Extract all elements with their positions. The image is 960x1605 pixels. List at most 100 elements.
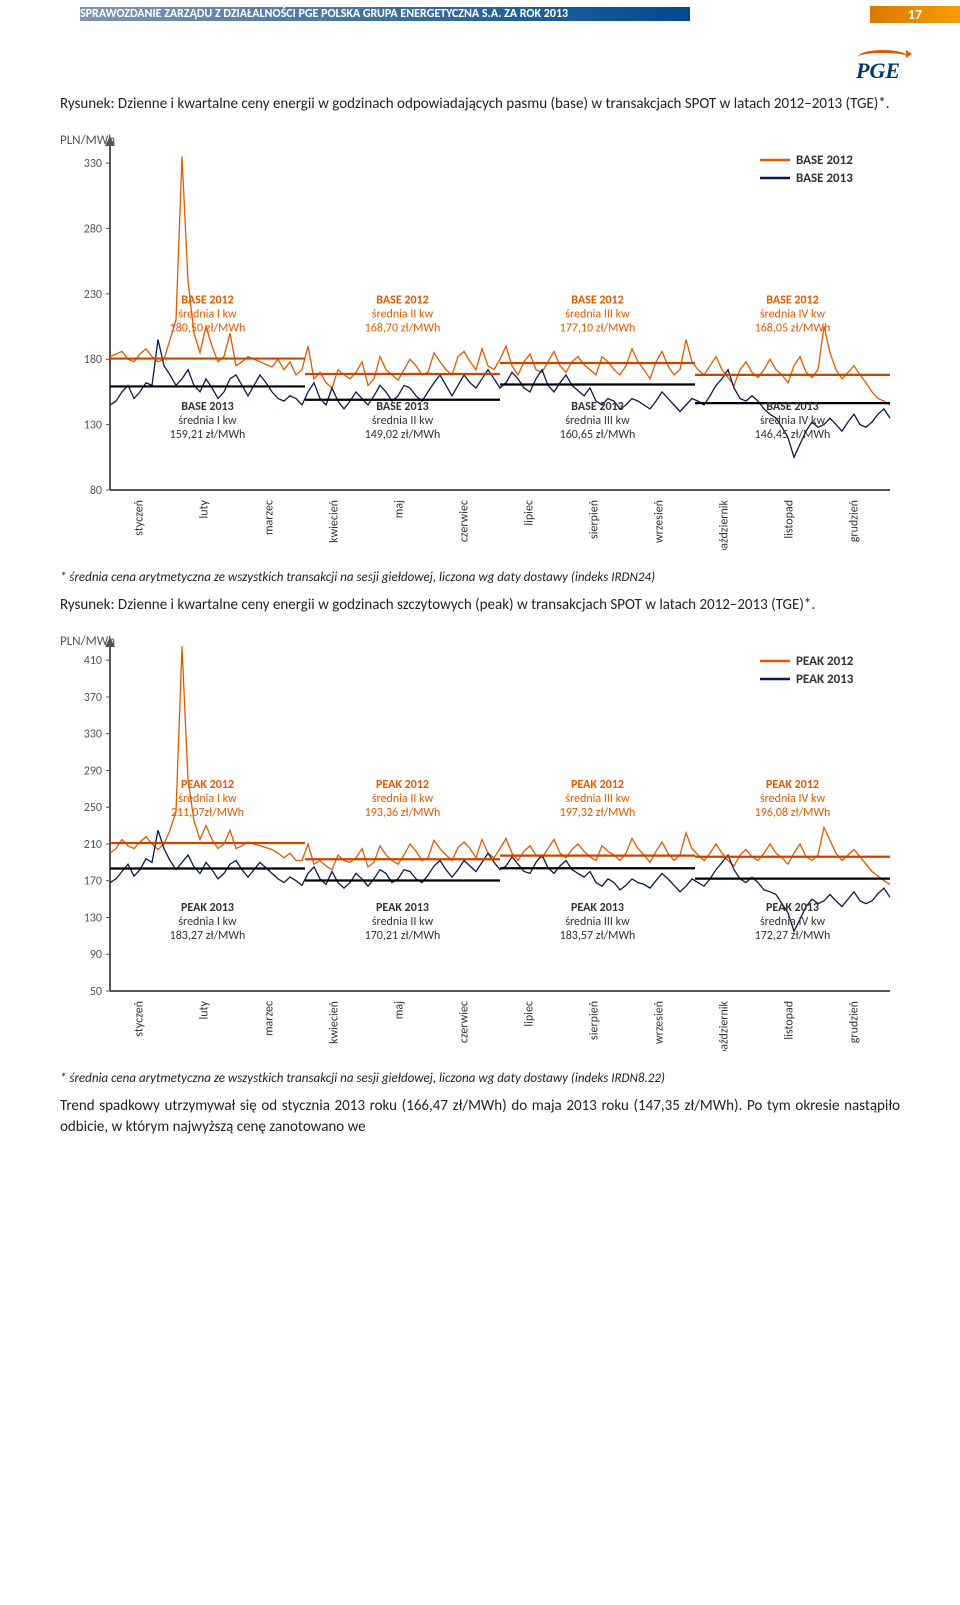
svg-text:średnia II kw: średnia II kw	[372, 792, 434, 806]
figure2-footnote: * średnia cena arytmetyczna ze wszystkic…	[60, 1071, 900, 1086]
pge-logo-arc-icon	[858, 50, 908, 64]
svg-text:330: 330	[84, 157, 102, 171]
svg-text:średnia IV kw: średnia IV kw	[760, 792, 826, 806]
svg-text:BASE 2013: BASE 2013	[796, 171, 853, 186]
svg-text:PEAK 2013: PEAK 2013	[796, 672, 854, 687]
figure1-chart: 80130180230280330styczeńlutymarzeckwieci…	[60, 130, 900, 550]
svg-text:193,36 zł/MWh: 193,36 zł/MWh	[365, 806, 441, 820]
svg-text:średnia I kw: średnia I kw	[178, 915, 237, 929]
svg-text:210: 210	[84, 838, 102, 852]
svg-text:250: 250	[84, 801, 102, 815]
svg-text:330: 330	[84, 728, 102, 742]
svg-text:PEAK 2012: PEAK 2012	[376, 778, 429, 792]
svg-text:197,32 zł/MWh: 197,32 zł/MWh	[560, 806, 636, 820]
svg-text:listopad: listopad	[783, 1001, 797, 1040]
svg-text:średnia IV kw: średnia IV kw	[760, 414, 826, 428]
svg-text:wrzesień: wrzesień	[653, 1001, 667, 1044]
svg-text:146,45 zł/MWh: 146,45 zł/MWh	[755, 428, 831, 442]
svg-text:168,70 zł/MWh: 168,70 zł/MWh	[365, 322, 441, 336]
logo-row: PGE	[60, 58, 900, 84]
svg-text:listopad: listopad	[783, 500, 797, 539]
svg-text:149,02 zł/MWh: 149,02 zł/MWh	[365, 428, 441, 442]
header-bar: SPRAWOZDANIE ZARZĄDU Z DZIAŁALNOŚCI PGE …	[0, 0, 960, 28]
svg-text:196,08 zł/MWh: 196,08 zł/MWh	[755, 806, 831, 820]
svg-text:PEAK 2013: PEAK 2013	[181, 901, 234, 915]
svg-text:średnia II kw: średnia II kw	[372, 915, 434, 929]
svg-text:średnia IV kw: średnia IV kw	[760, 308, 826, 322]
svg-text:230: 230	[84, 288, 102, 302]
svg-text:160,65 zł/MWh: 160,65 zł/MWh	[560, 428, 636, 442]
svg-text:168,05 zł/MWh: 168,05 zł/MWh	[755, 322, 831, 336]
svg-text:czerwiec: czerwiec	[458, 1001, 472, 1043]
svg-text:130: 130	[84, 419, 102, 433]
svg-text:średnia II kw: średnia II kw	[372, 414, 434, 428]
svg-text:maj: maj	[393, 1001, 407, 1019]
svg-text:kwiecień: kwiecień	[328, 500, 342, 543]
svg-text:maj: maj	[393, 500, 407, 518]
svg-text:BASE 2012: BASE 2012	[181, 294, 233, 308]
svg-text:sierpień: sierpień	[588, 1001, 602, 1040]
svg-text:PEAK 2012: PEAK 2012	[181, 778, 234, 792]
svg-text:BASE 2013: BASE 2013	[766, 400, 818, 414]
svg-text:410: 410	[84, 654, 102, 668]
svg-text:172,27 zł/MWh: 172,27 zł/MWh	[755, 929, 831, 943]
svg-text:PEAK 2012: PEAK 2012	[766, 778, 819, 792]
svg-text:180: 180	[84, 353, 102, 367]
svg-text:BASE 2012: BASE 2012	[796, 153, 853, 168]
svg-text:170,21 zł/MWh: 170,21 zł/MWh	[365, 929, 441, 943]
svg-text:BASE 2013: BASE 2013	[376, 400, 428, 414]
svg-text:luty: luty	[198, 1000, 212, 1019]
svg-text:październik: październik	[718, 499, 732, 550]
svg-text:średnia I kw: średnia I kw	[178, 414, 237, 428]
svg-text:PEAK 2013: PEAK 2013	[376, 901, 429, 915]
figure2-caption: Rysunek: Dzienne i kwartalne ceny energi…	[60, 595, 900, 616]
svg-text:lipiec: lipiec	[523, 500, 537, 526]
svg-text:BASE 2013: BASE 2013	[571, 400, 623, 414]
svg-text:PEAK 2013: PEAK 2013	[571, 901, 624, 915]
svg-text:177,10 zł/MWh: 177,10 zł/MWh	[560, 322, 636, 336]
figure1-svg: 80130180230280330styczeńlutymarzeckwieci…	[60, 130, 900, 550]
svg-text:50: 50	[90, 985, 102, 999]
svg-text:183,57 zł/MWh: 183,57 zł/MWh	[560, 929, 636, 943]
svg-text:wrzesień: wrzesień	[653, 500, 667, 543]
svg-text:średnia IV kw: średnia IV kw	[760, 915, 826, 929]
svg-text:PEAK 2012: PEAK 2012	[571, 778, 624, 792]
svg-text:180,50 zł/MWh: 180,50 zł/MWh	[170, 322, 246, 336]
svg-text:211,07zł/MWh: 211,07zł/MWh	[171, 806, 244, 820]
figure2-svg: 5090130170210250290330370410styczeńlutym…	[60, 631, 900, 1051]
svg-text:90: 90	[90, 948, 102, 962]
figure1-footnote: * średnia cena arytmetyczna ze wszystkic…	[60, 570, 900, 585]
svg-text:grudzień: grudzień	[848, 500, 862, 542]
svg-text:183,27 zł/MWh: 183,27 zł/MWh	[170, 929, 246, 943]
svg-text:sierpień: sierpień	[588, 500, 602, 539]
svg-text:280: 280	[84, 222, 102, 236]
svg-text:marzec: marzec	[263, 1001, 277, 1036]
svg-text:czerwiec: czerwiec	[458, 500, 472, 542]
header-title: SPRAWOZDANIE ZARZĄDU Z DZIAŁALNOŚCI PGE …	[80, 7, 690, 21]
svg-text:średnia II kw: średnia II kw	[372, 308, 434, 322]
svg-text:średnia III kw: średnia III kw	[565, 308, 630, 322]
svg-text:marzec: marzec	[263, 500, 277, 535]
svg-text:BASE 2012: BASE 2012	[571, 294, 623, 308]
svg-text:290: 290	[84, 764, 102, 778]
svg-text:średnia III kw: średnia III kw	[565, 792, 630, 806]
svg-text:PEAK 2013: PEAK 2013	[766, 901, 819, 915]
svg-text:luty: luty	[198, 499, 212, 518]
svg-text:kwiecień: kwiecień	[328, 1001, 342, 1044]
svg-text:średnia III kw: średnia III kw	[565, 414, 630, 428]
svg-text:170: 170	[84, 875, 102, 889]
svg-text:PEAK 2012: PEAK 2012	[796, 654, 854, 669]
svg-text:średnia I kw: średnia I kw	[178, 308, 237, 322]
svg-text:BASE 2012: BASE 2012	[376, 294, 428, 308]
page-content: PGE Rysunek: Dzienne i kwartalne ceny en…	[0, 28, 960, 1196]
svg-text:styczeń: styczeń	[133, 1001, 147, 1037]
svg-text:80: 80	[90, 484, 102, 498]
svg-text:BASE 2012: BASE 2012	[766, 294, 818, 308]
figure2-chart: 5090130170210250290330370410styczeńlutym…	[60, 631, 900, 1051]
svg-text:grudzień: grudzień	[848, 1001, 862, 1043]
svg-text:średnia I kw: średnia I kw	[178, 792, 237, 806]
svg-text:370: 370	[84, 691, 102, 705]
figure1-caption: Rysunek: Dzienne i kwartalne ceny energi…	[60, 94, 900, 115]
page-number: 17	[870, 6, 960, 23]
svg-text:BASE 2013: BASE 2013	[181, 400, 233, 414]
